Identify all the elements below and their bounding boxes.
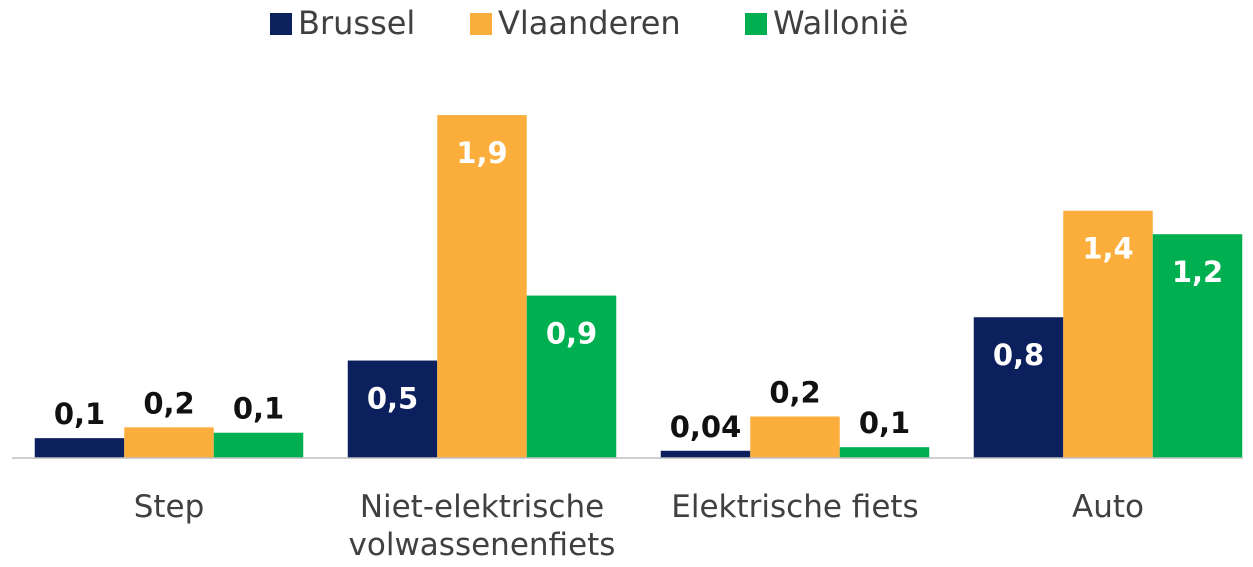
bar: [973, 317, 1064, 458]
data-label: 0,8: [993, 338, 1044, 372]
bar: [839, 447, 930, 458]
data-label: 0,1: [54, 397, 105, 431]
data-label: 1,4: [1082, 232, 1133, 266]
legend-label: Brussel: [298, 4, 415, 42]
data-label: 0,04: [670, 410, 742, 444]
bar: [124, 427, 214, 458]
x-tick-label: Elektrische fiets: [671, 489, 919, 525]
legend-swatch: [470, 13, 492, 35]
bar: [750, 416, 840, 458]
x-tick-label: Step: [133, 489, 205, 525]
bar: [1152, 234, 1243, 458]
bar: [34, 438, 125, 458]
legend-label: Vlaanderen: [498, 4, 681, 42]
bar: [660, 450, 751, 458]
legend-swatch: [270, 13, 292, 35]
legend-label: Wallonië: [773, 4, 908, 42]
data-label: 0,2: [143, 386, 194, 420]
data-label: 1,2: [1172, 255, 1223, 289]
data-label: 0,5: [367, 382, 418, 416]
bar: [437, 115, 527, 458]
bar: [526, 295, 617, 458]
legend-swatch: [745, 13, 767, 35]
data-label: 0,9: [546, 317, 597, 351]
data-label: 0,2: [769, 375, 820, 409]
bar: [347, 360, 438, 458]
x-tick-label: Auto: [1072, 489, 1144, 525]
data-label: 0,1: [859, 406, 910, 440]
bar: [1063, 210, 1153, 458]
x-tick-label: Niet-elektrische volwassenenfiets: [348, 489, 616, 563]
data-label: 1,9: [456, 136, 507, 170]
bar: [213, 432, 304, 458]
data-label: 0,1: [233, 392, 284, 426]
